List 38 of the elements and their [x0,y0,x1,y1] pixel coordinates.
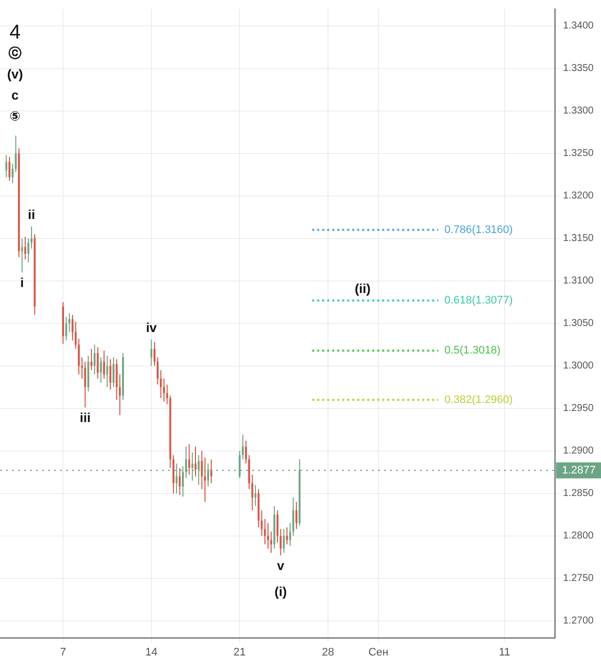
ref-line-label: 0.5(1.3018) [444,344,501,357]
x-tick-label: 7 [60,646,66,658]
y-tick-label: 1.3150 [563,233,594,244]
y-tick-label: 1.3000 [563,360,594,372]
ref-line-label: 1.2877 [562,464,596,476]
annotation: c [11,88,19,103]
y-tick-label: 1.2850 [563,488,594,500]
y-tick-label: 1.3100 [563,276,594,287]
annotation: v [277,558,286,573]
ref-line-label: 0.786(1.3160) [444,224,513,236]
ref-line-label: 0.618(1.3077) [444,294,513,306]
x-tick-label: 14 [145,646,158,658]
annotation: (i) [274,584,287,599]
annotation: (ii) [354,281,371,296]
y-tick-label: 1.3250 [563,148,594,160]
annotation: i [20,274,24,290]
y-tick-label: 1.3400 [563,20,594,32]
annotation: (v) [7,66,23,82]
y-tick-label: 1.2700 [563,616,594,627]
annotation: 4 [9,22,21,44]
y-tick-label: 1.3350 [563,63,594,74]
y-tick-label: 1.3200 [563,190,594,202]
y-tick-label: 1.3050 [563,318,594,330]
y-tick-label: 1.3300 [563,106,594,117]
annotation: iv [146,320,158,336]
annotation: ii [28,207,36,222]
ref-line-label: 0.382(1.2960) [444,394,513,406]
y-tick-label: 1.2750 [563,573,594,584]
annotation: ⑤ [9,108,21,124]
x-tick-label: Сен [368,646,388,658]
y-tick-label: 1.2950 [563,403,594,414]
x-tick-label: 28 [322,646,334,658]
x-tick-label: 11 [498,646,510,658]
x-tick-label: 21 [234,646,246,658]
annotation: ⓒ [8,46,22,61]
annotation: iii [80,410,91,426]
y-tick-label: 1.2800 [563,530,594,542]
y-tick-label: 1.2900 [563,446,594,457]
